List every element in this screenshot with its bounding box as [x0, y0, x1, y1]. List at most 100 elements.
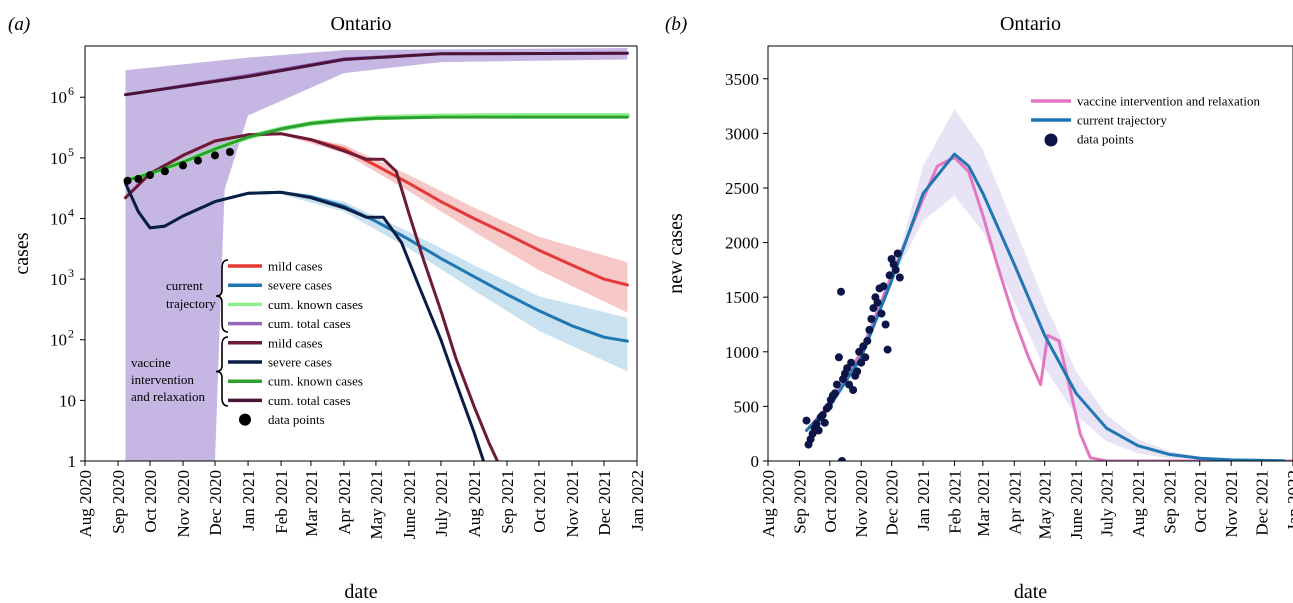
- y-tick-label: 10: [50, 209, 67, 228]
- x-tick-label: Jan 2022: [1284, 470, 1293, 531]
- legend-swatch-data-points: [1044, 133, 1058, 147]
- y-tick-label: 10: [59, 391, 76, 410]
- legend-label-mild-cases: mild cases: [268, 335, 323, 350]
- data-point: [194, 156, 202, 165]
- legend-label-mild-cases: mild cases: [268, 259, 323, 274]
- data-point: [879, 282, 888, 291]
- x-tick-label: Feb 2021: [945, 470, 964, 534]
- y-tick-label: 1500: [725, 288, 759, 307]
- x-tick-label: Nov 2020: [174, 470, 193, 538]
- y-tick-exponent: 2: [68, 327, 74, 341]
- data-point: [211, 151, 219, 160]
- x-tick-label: Nov 2021: [1222, 470, 1241, 538]
- data-point: [830, 389, 839, 398]
- x-tick-label: Aug 2021: [1129, 470, 1148, 538]
- data-point: [895, 273, 904, 282]
- data-point: [160, 167, 169, 176]
- brace-vaccine: [215, 336, 229, 407]
- legend-label-severe-cases: severe cases: [268, 355, 332, 370]
- data-point: [802, 416, 811, 425]
- data-point: [893, 249, 902, 258]
- legend-a: mild cases severe cases cum. known cases cu…: [131, 259, 363, 428]
- x-tick-label: Oct 2020: [141, 470, 160, 533]
- series-line-cum-total-cases-vaccine: [124, 51, 629, 97]
- x-tick-label: Apr 2021: [335, 470, 354, 535]
- data-point: [873, 298, 882, 307]
- y-tick-label: 10: [50, 149, 67, 168]
- chart-title: Ontario: [1000, 13, 1061, 35]
- x-tick-label: Aug 2020: [759, 470, 778, 538]
- data-point: [843, 364, 852, 373]
- x-tick-label: Dec 2020: [206, 470, 225, 536]
- chart-b: Ontario 0 500 1000 1500 2000 2500 3000 3500 Aug 2…: [665, 13, 1293, 603]
- data-point: [849, 386, 858, 394]
- x-tick-label: Nov 2020: [852, 470, 871, 538]
- data-point: [179, 161, 187, 170]
- y-axis-label: new cases: [665, 213, 687, 294]
- y-tick-exponent: 5: [68, 145, 74, 159]
- y-tick-label: 10: [50, 270, 67, 289]
- x-tick-label: Sep 2021: [498, 470, 517, 534]
- x-tick-label: Dec 2020: [883, 470, 902, 536]
- legend-group-current-label: current: [166, 278, 203, 293]
- x-tick-label: Aug 2020: [76, 470, 95, 538]
- legend-label-vaccine-intervention-and-relaxation: vaccine intervention and relaxation: [1077, 94, 1261, 109]
- data-point: [146, 171, 154, 180]
- data-point: [853, 367, 862, 376]
- y-tick-label: 1000: [725, 343, 759, 362]
- band-cum-total-cases: [125, 48, 628, 461]
- data-point: [891, 265, 900, 274]
- data-point: [123, 176, 132, 185]
- data-point: [812, 419, 821, 428]
- x-tick-label: Oct 2021: [530, 470, 549, 533]
- plot-area: [802, 109, 1293, 461]
- data-point: [824, 402, 833, 411]
- x-tick-label: Aug 2021: [465, 470, 484, 538]
- legend-label-cum-total-cases: cum. total cases: [268, 316, 351, 331]
- y-tick-label: 500: [734, 397, 760, 416]
- x-tick-label: Jan 2021: [239, 470, 258, 531]
- data-point: [881, 320, 890, 329]
- data-point: [865, 325, 874, 334]
- data-point: [820, 418, 829, 427]
- x-tick-label: Dec 2021: [595, 470, 614, 536]
- x-tick-label: Sep 2021: [1160, 470, 1179, 534]
- plot-area: [123, 48, 630, 461]
- y-tick-label: 2500: [725, 179, 759, 198]
- legend-swatch-data-points: [239, 413, 251, 426]
- x-tick-label: Oct 2021: [1191, 470, 1210, 533]
- series-line-severe-cases-vaccine: [124, 181, 485, 461]
- series-line-mild-cases-vaccine: [124, 132, 499, 461]
- x-axis-label: date: [344, 581, 377, 603]
- x-tick-label: Oct 2020: [821, 470, 840, 533]
- y-axis-label: cases: [11, 232, 33, 274]
- band-mild-cases: [281, 132, 628, 313]
- legend-label-data-points: data points: [1077, 132, 1134, 147]
- brace-current: [215, 259, 229, 333]
- legend-label-cum-known-cases: cum. known cases: [268, 297, 363, 312]
- legend-label-data-points: data points: [268, 412, 325, 427]
- legend-group-current-label: trajectory: [166, 296, 216, 311]
- data-point: [869, 304, 878, 313]
- x-tick-label: Sep 2020: [790, 470, 809, 534]
- band-current-trajectory: [891, 109, 1284, 461]
- x-tick-label: June 2021: [400, 470, 419, 539]
- data-point: [134, 174, 143, 183]
- data-point: [877, 309, 886, 318]
- x-tick-label: July 2021: [1098, 470, 1117, 537]
- data-point: [883, 345, 892, 354]
- legend-group-vaccine-label: vaccine: [131, 355, 171, 370]
- x-tick-label: Sep 2020: [109, 470, 128, 534]
- x-tick-label: Jan 2022: [628, 470, 647, 531]
- y-tick-label: 10: [50, 88, 67, 107]
- legend-label-severe-cases: severe cases: [268, 278, 332, 293]
- series-line-current-trajectory: [805, 152, 1286, 461]
- x-tick-label: June 2021: [1067, 470, 1086, 539]
- y-tick-label: 2000: [725, 234, 759, 253]
- legend-label-current-trajectory: current trajectory: [1077, 113, 1167, 128]
- x-tick-label: May 2021: [367, 470, 386, 539]
- legend-b: vaccine intervention and relaxation curre…: [1031, 94, 1261, 147]
- y-tick-label: 3000: [725, 124, 759, 143]
- data-point: [855, 347, 864, 356]
